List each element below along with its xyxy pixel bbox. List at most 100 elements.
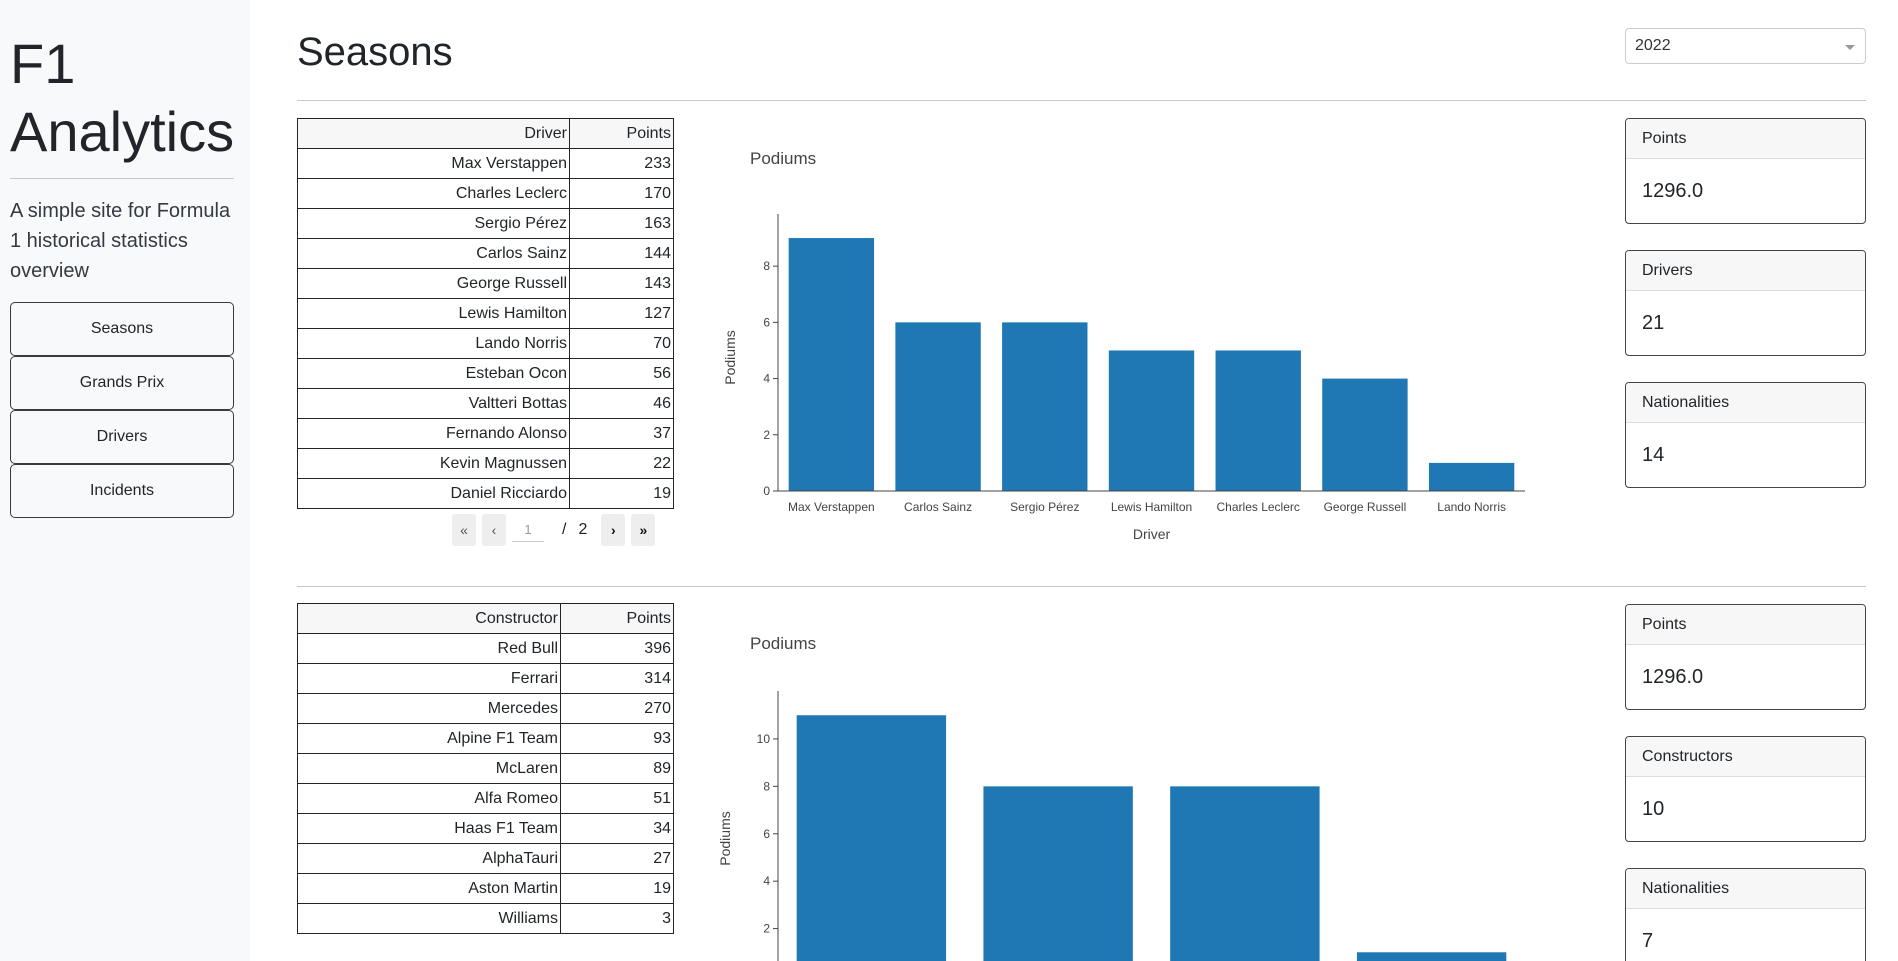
table-cell-points[interactable]: 170 <box>569 178 674 209</box>
column-header-driver[interactable]: Driver <box>297 118 570 149</box>
drivers-standings-table: Driver Points Max Verstappen 233 Charles L… <box>297 118 674 509</box>
year-select[interactable]: 2022 <box>1625 28 1866 64</box>
table-row: Daniel Ricciardo 19 <box>297 478 674 509</box>
bar <box>788 238 875 491</box>
first-page-icon[interactable]: « <box>452 514 476 546</box>
y-axis-label: Podiums <box>722 330 738 384</box>
table-cell-points[interactable]: 34 <box>560 813 674 844</box>
stat-card-label: Nationalities <box>1626 383 1865 423</box>
table-row: Fernando Alonso 37 <box>297 418 674 449</box>
bar <box>983 786 1133 961</box>
table-cell-name[interactable]: Williams <box>297 903 561 934</box>
table-cell-name[interactable]: Sergio Pérez <box>297 208 570 239</box>
table-row: Esteban Ocon 56 <box>297 358 674 389</box>
table-cell-points[interactable]: 19 <box>560 873 674 904</box>
y-tick-label: 8 <box>763 259 770 273</box>
table-cell-name[interactable]: Esteban Ocon <box>297 358 570 389</box>
column-header-points[interactable]: Points <box>560 603 674 634</box>
table-cell-name[interactable]: AlphaTauri <box>297 843 561 874</box>
table-cell-name[interactable]: McLaren <box>297 753 561 784</box>
column-header-points[interactable]: Points <box>569 118 674 149</box>
table-cell-name[interactable]: Lando Norris <box>297 328 570 359</box>
stat-card-value: 1296.0 <box>1642 180 1704 202</box>
table-cell-name[interactable]: Ferrari <box>297 663 561 694</box>
bar <box>1322 378 1408 491</box>
table-cell-name[interactable]: Alfa Romeo <box>297 783 561 814</box>
table-row: McLaren 89 <box>297 753 674 784</box>
previous-page-icon[interactable]: ‹ <box>482 514 506 546</box>
table-cell-points[interactable]: 3 <box>560 903 674 934</box>
y-axis-label: Podiums <box>717 811 733 865</box>
table-cell-points[interactable]: 127 <box>569 298 674 329</box>
stat-card-nationalities: Nationalities 7 <box>1625 868 1866 961</box>
y-tick-label: 2 <box>763 428 770 442</box>
table-cell-points[interactable]: 22 <box>569 448 674 479</box>
table-cell-name[interactable]: Lewis Hamilton <box>297 298 570 329</box>
table-cell-name[interactable]: Valtteri Bottas <box>297 388 570 419</box>
y-tick-label: 8 <box>763 779 770 793</box>
table-cell-name[interactable]: Max Verstappen <box>297 148 570 179</box>
column-header-constructor[interactable]: Constructor <box>297 603 561 634</box>
table-row: Alpine F1 Team 93 <box>297 723 674 754</box>
table-cell-name[interactable]: Aston Martin <box>297 873 561 904</box>
table-cell-points[interactable]: 89 <box>560 753 674 784</box>
y-tick-label: 6 <box>763 827 770 841</box>
table-cell-name[interactable]: Haas F1 Team <box>297 813 561 844</box>
table-row: Sergio Pérez 163 <box>297 208 674 239</box>
sidebar-divider <box>10 178 234 179</box>
nav-drivers-button[interactable]: Drivers <box>10 410 234 464</box>
table-row: Ferrari 314 <box>297 663 674 694</box>
stat-card-value: 10 <box>1642 798 1665 820</box>
nav-incidents-button[interactable]: Incidents <box>10 464 234 518</box>
driver-podiums-chart: Podiums Podiums 0 2 4 6 8 Max Verstappen Carlos … <box>722 149 1525 542</box>
table-cell-points[interactable]: 396 <box>560 633 674 664</box>
table-cell-points[interactable]: 93 <box>560 723 674 754</box>
table-row: Alfa Romeo 51 <box>297 783 674 814</box>
stat-card-constructors: Constructors 10 <box>1625 736 1866 842</box>
stat-card-drivers: Drivers 21 <box>1625 250 1866 356</box>
table-cell-points[interactable]: 144 <box>569 238 674 269</box>
table-cell-name[interactable]: Alpine F1 Team <box>297 723 561 754</box>
bar <box>895 322 981 491</box>
table-cell-points[interactable]: 270 <box>560 693 674 724</box>
app-description: A simple site for Formula 1 historical s… <box>10 200 231 282</box>
table-cell-name[interactable]: Fernando Alonso <box>297 418 570 449</box>
nav-grands-prix-button[interactable]: Grands Prix <box>10 356 234 410</box>
y-tick-label: 2 <box>763 922 770 936</box>
chart-title: Podiums <box>750 634 816 653</box>
table-row: Charles Leclerc 170 <box>297 178 674 209</box>
table-cell-name[interactable]: Daniel Ricciardo <box>297 478 570 509</box>
table-row: AlphaTauri 27 <box>297 843 674 874</box>
bar <box>1108 350 1195 491</box>
table-cell-name[interactable]: Charles Leclerc <box>297 178 570 209</box>
table-cell-name[interactable]: George Russell <box>297 268 570 299</box>
table-cell-name[interactable]: Red Bull <box>297 633 561 664</box>
stat-card-label: Points <box>1626 605 1865 645</box>
table-cell-points[interactable]: 314 <box>560 663 674 694</box>
nav-seasons-button[interactable]: Seasons <box>10 302 234 356</box>
table-cell-points[interactable]: 46 <box>569 388 674 419</box>
constructor-podiums-chart: Podiums Podiums 2 4 6 8 10 <box>717 634 1507 961</box>
stat-card-label: Constructors <box>1626 737 1865 777</box>
next-page-icon[interactable]: › <box>601 514 626 546</box>
table-cell-name[interactable]: Kevin Magnussen <box>297 448 570 479</box>
table-header-row: Constructor Points <box>297 603 674 634</box>
chevron-down-icon[interactable] <box>1845 45 1855 50</box>
table-cell-points[interactable]: 37 <box>569 418 674 449</box>
table-cell-name[interactable]: Mercedes <box>297 693 561 724</box>
table-cell-points[interactable]: 163 <box>569 208 674 239</box>
chart-title: Podiums <box>750 149 816 168</box>
table-cell-points[interactable]: 70 <box>569 328 674 359</box>
table-cell-name[interactable]: Carlos Sainz <box>297 238 570 269</box>
section-divider <box>297 100 1866 101</box>
table-cell-points[interactable]: 143 <box>569 268 674 299</box>
current-page-input[interactable]: 1 <box>512 518 544 542</box>
table-cell-points[interactable]: 56 <box>569 358 674 389</box>
table-cell-points[interactable]: 27 <box>560 843 674 874</box>
table-cell-points[interactable]: 51 <box>560 783 674 814</box>
table-cell-points[interactable]: 233 <box>569 148 674 179</box>
table-cell-points[interactable]: 19 <box>569 478 674 509</box>
bar <box>1002 322 1088 491</box>
last-page-icon[interactable]: » <box>631 514 656 546</box>
section-divider <box>297 586 1866 587</box>
